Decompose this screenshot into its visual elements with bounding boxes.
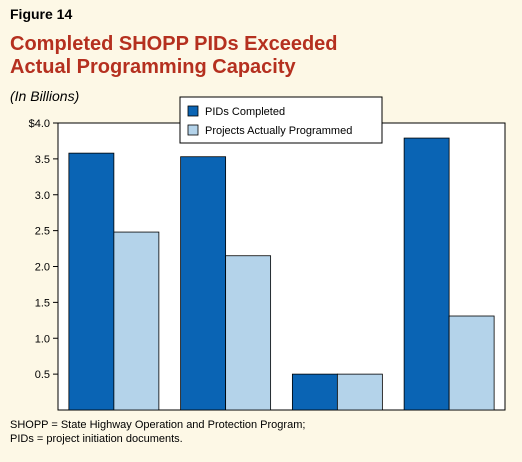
y-tick-label: 3.0 [35, 190, 50, 202]
legend [179, 96, 383, 144]
unit-note: (In Billions) [10, 88, 80, 104]
y-tick-label: $4.0 [29, 118, 50, 130]
y-tick-label: 2.0 [35, 262, 50, 274]
footnotes: SHOPP = State Highway Operation and Prot… [10, 418, 305, 446]
bar-projects-programmed [448, 315, 495, 411]
y-tick-label: 3.5 [35, 154, 50, 166]
bar-pids-completed [403, 137, 450, 411]
bar-projects-programmed [113, 231, 160, 411]
bar-chart: 0.51.01.52.02.53.03.5$4.020042006Prop 1B… [29, 96, 506, 411]
bar-projects-programmed [225, 255, 272, 411]
chart-title: Completed SHOPP PIDs Exceeded Actual Pro… [10, 33, 338, 79]
legend-label: PIDs Completed [205, 106, 285, 118]
y-tick-label: 2.5 [35, 226, 50, 238]
legend-swatch [187, 124, 199, 136]
bar-pids-completed [291, 373, 338, 411]
chart-title-line-2: Actual Programming Capacity [10, 56, 296, 78]
bar-pids-completed [180, 156, 227, 411]
footnote-shopp: SHOPP = State Highway Operation and Prot… [10, 419, 306, 431]
bar-pids-completed [68, 152, 115, 411]
figure-label: Figure 14 [10, 6, 73, 22]
chart-title-line-1: Completed SHOPP PIDs Exceeded [10, 33, 338, 55]
plot-area: 0.51.01.52.02.53.03.5$4.020042006Prop 1B… [29, 96, 506, 411]
y-tick-label: 1.0 [35, 333, 50, 345]
bar-projects-programmed [336, 373, 383, 411]
legend-swatch [187, 105, 199, 117]
y-tick-label: 1.5 [35, 297, 50, 309]
y-tick-label: 0.5 [35, 369, 50, 381]
legend-label: Projects Actually Programmed [205, 125, 352, 137]
footnote-pids: PIDs = project initiation documents. [10, 433, 183, 445]
